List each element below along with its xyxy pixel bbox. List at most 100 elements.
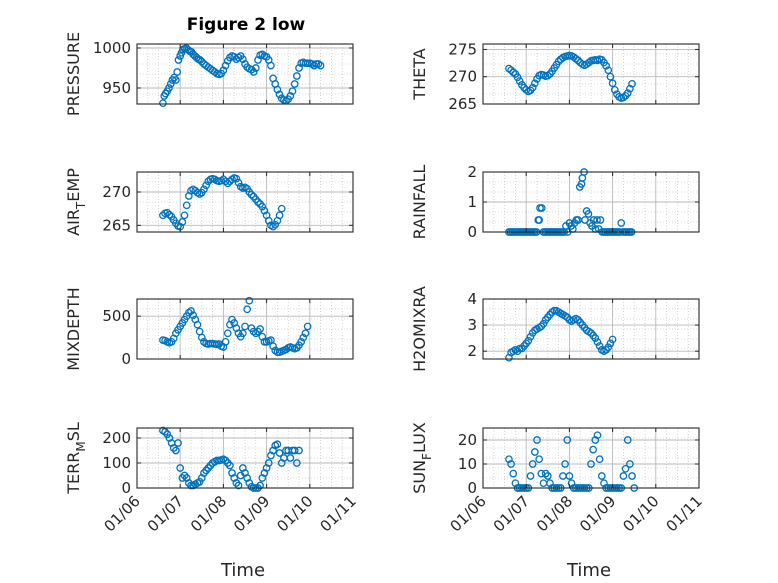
y-axis-label-part: TERR (64, 452, 83, 495)
y-axis-label-subscript: T (74, 201, 88, 210)
data-point (505, 64, 513, 73)
data-point (260, 206, 269, 215)
data-point (507, 66, 515, 75)
axes-box (136, 171, 354, 233)
data-point (299, 333, 308, 342)
y-axis-label-subscript: M (74, 441, 88, 451)
data-point (515, 77, 524, 85)
data-point (509, 68, 518, 77)
data-point (165, 210, 174, 219)
subplot-4: 0 1 2 RAINFALL (410, 163, 700, 241)
data-point (275, 90, 284, 99)
data-point (221, 338, 230, 346)
subplot-3: 265 270 AIRTEMP (64, 168, 354, 236)
data-point (543, 71, 552, 80)
data-point (234, 481, 243, 490)
data-point (602, 61, 610, 70)
series-markers (505, 51, 636, 102)
data-point (290, 80, 299, 88)
y-tick-label: 265 (102, 216, 131, 234)
y-tick-label: 100 (102, 454, 131, 472)
data-point (249, 68, 258, 76)
data-point (626, 460, 634, 468)
grid (482, 427, 700, 489)
y-tick-label: 270 (448, 68, 477, 86)
data-point (189, 311, 198, 320)
data-point (543, 472, 552, 480)
series-markers (159, 426, 303, 492)
y-axis-label-part: EMP (64, 168, 83, 202)
data-point (597, 472, 606, 480)
data-point (247, 190, 256, 199)
y-tick-label: 2 (467, 342, 477, 360)
data-point (247, 65, 256, 74)
y-tick-label: 0 (121, 479, 131, 497)
data-point (593, 338, 602, 346)
y-tick-label: 1000 (93, 39, 131, 57)
data-point (511, 479, 520, 488)
data-point (619, 472, 628, 480)
data-point (301, 329, 310, 338)
subplot-2: 265 270 275 THETA (410, 40, 700, 113)
data-point (256, 325, 264, 333)
y-axis-label: H2OMIXRA (410, 286, 429, 372)
axes-box (482, 298, 700, 360)
data-point (608, 79, 617, 88)
axes-box (482, 427, 700, 489)
data-point (163, 208, 172, 217)
data-point (166, 80, 175, 88)
data-point (234, 53, 243, 62)
data-point (223, 329, 232, 338)
data-point (554, 57, 563, 66)
y-tick-label: 200 (102, 429, 131, 447)
data-point (537, 204, 546, 212)
data-point (526, 332, 535, 341)
data-point (249, 327, 258, 336)
data-point (593, 431, 602, 440)
data-point (163, 430, 172, 439)
data-point (232, 174, 241, 183)
data-point (165, 84, 173, 92)
data-point (273, 440, 282, 449)
y-tick-label: 1 (467, 193, 477, 211)
data-point (535, 216, 544, 224)
data-point (628, 472, 636, 480)
data-point (245, 296, 254, 305)
y-axis-label-part: SUN (410, 460, 429, 494)
data-point (528, 83, 537, 92)
y-axis-label-part: AIR (64, 209, 83, 236)
axes-box (136, 298, 354, 360)
data-point (295, 446, 303, 455)
y-axis-label: SUNFLUX (410, 422, 434, 494)
data-point (604, 66, 613, 75)
data-point (513, 73, 522, 82)
data-point (600, 479, 608, 488)
data-point (173, 68, 182, 76)
y-axis-label: PRESSURE (64, 32, 83, 116)
data-point (288, 87, 297, 96)
y-tick-label: 270 (102, 183, 131, 201)
data-point (530, 79, 539, 88)
data-point (617, 219, 626, 227)
data-point (195, 477, 204, 486)
axes-box (482, 43, 700, 105)
data-point (182, 201, 191, 210)
y-tick-label: 10 (458, 455, 477, 473)
series-markers (159, 296, 312, 356)
y-tick-label: 4 (467, 290, 477, 308)
data-point (223, 179, 232, 188)
y-axis-label: THETA (410, 48, 429, 100)
data-point (178, 218, 187, 226)
data-point (606, 72, 615, 81)
data-point (286, 454, 295, 462)
data-point (174, 439, 182, 447)
y-tick-label: 0 (121, 350, 131, 368)
data-point (159, 99, 167, 108)
data-point (176, 464, 185, 472)
data-point (200, 185, 208, 194)
data-point (535, 455, 544, 464)
y-tick-label: 20 (458, 431, 477, 449)
y-tick-label: 275 (448, 40, 477, 58)
